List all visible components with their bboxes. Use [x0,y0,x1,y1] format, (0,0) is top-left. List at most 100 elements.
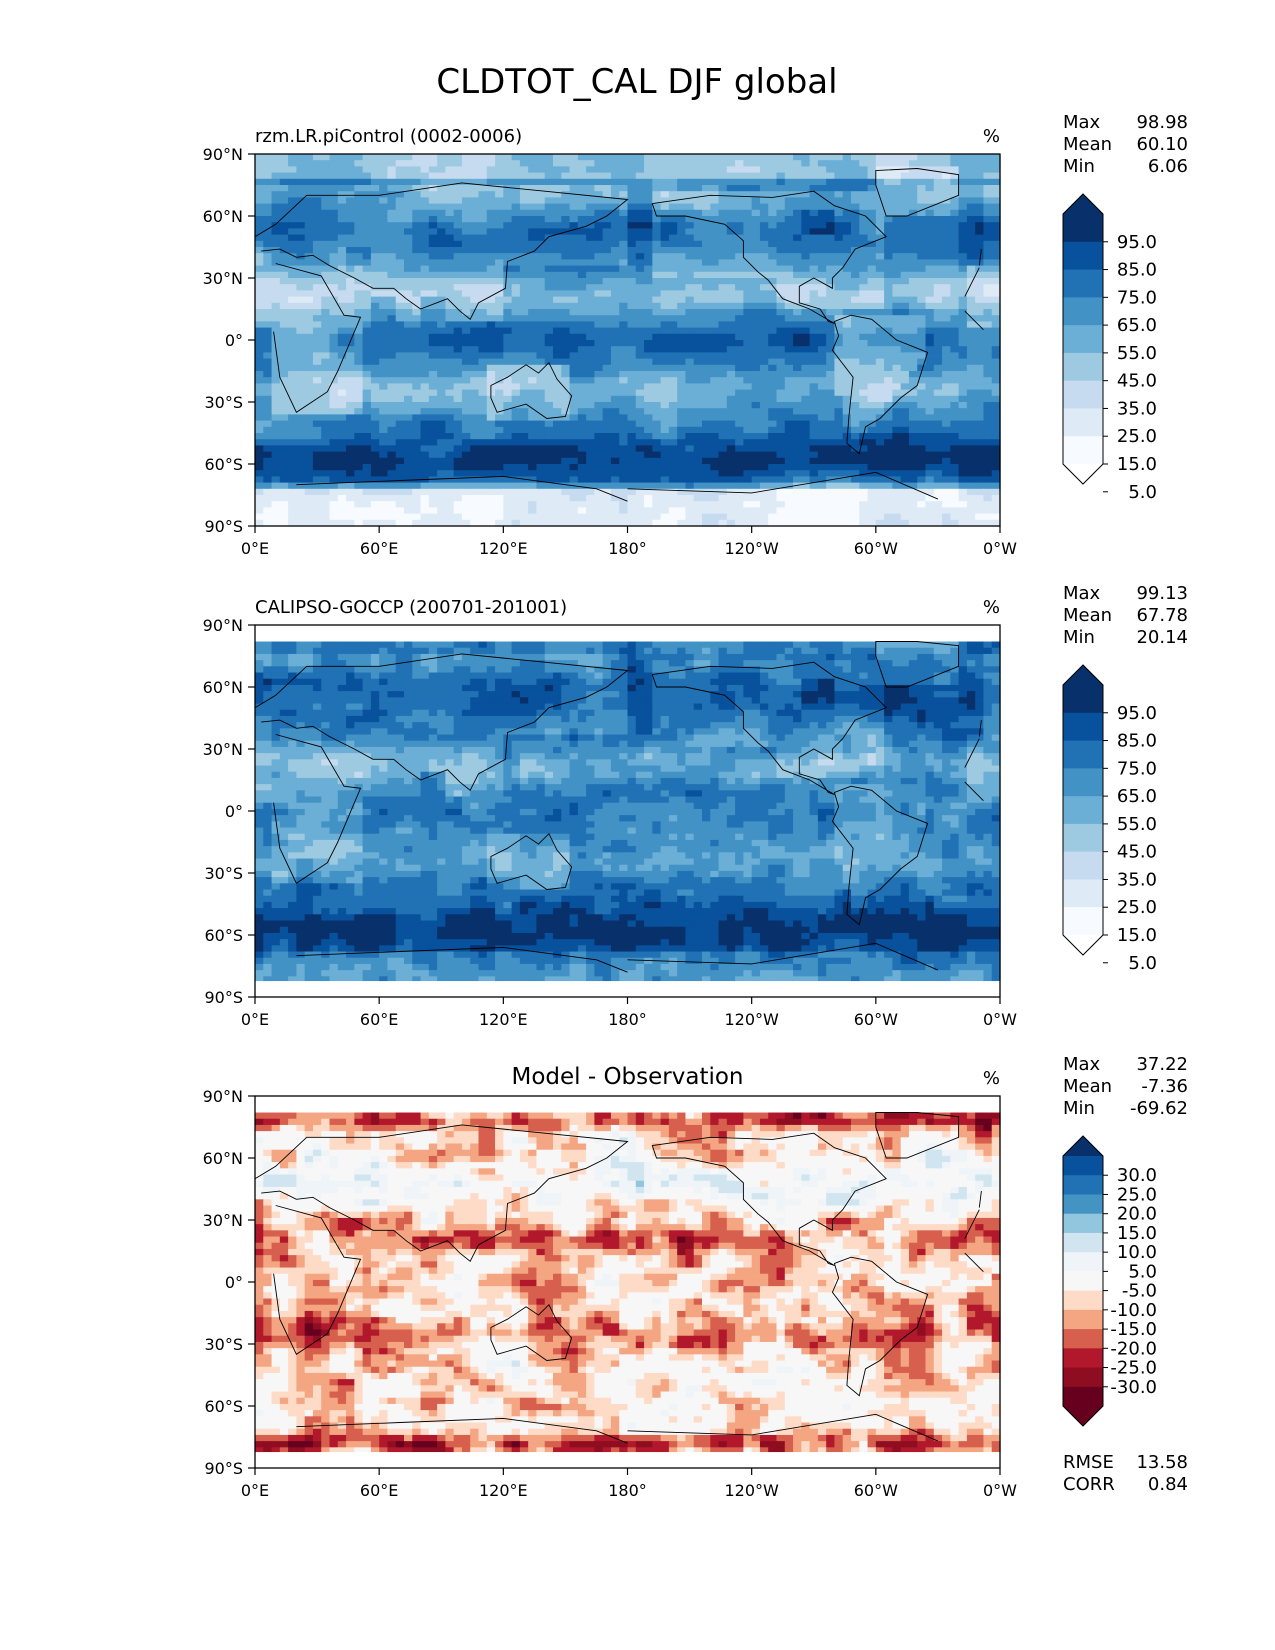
field-cell [420,470,430,477]
field-cell [668,358,678,366]
field-cell [346,383,355,391]
field-cell [801,426,811,434]
field-cell [966,228,976,236]
field-cell [627,160,637,167]
field-cell [511,166,521,174]
field-cell [304,160,314,167]
field-cell [304,340,314,347]
field-cell [884,333,893,341]
field-cell [652,488,662,496]
field-cell [743,408,753,415]
field-cell [288,222,297,229]
field-cell [793,271,802,279]
field-cell [652,240,662,248]
field-cell [892,197,902,205]
field-cell [685,228,695,236]
field-cell [776,228,786,236]
field-cell [577,284,587,291]
field-cell [983,321,993,329]
field-cell [569,495,579,502]
field-cell [337,302,347,310]
field-cell [900,253,910,260]
field-cell [958,321,968,329]
field-cell [503,228,513,236]
field-cell [917,253,927,260]
field-cell [735,358,744,366]
field-cell [867,457,877,465]
field-cell [991,309,1001,316]
field-cell [511,259,521,267]
field-cell [776,439,786,446]
field-cell [428,457,438,465]
field-cell [702,482,711,490]
field-cell [495,395,504,403]
field-cell [362,166,372,174]
field-cell [445,488,455,496]
field-cell [975,383,985,391]
field-cell [395,160,405,167]
field-cell [660,302,670,310]
field-cell [321,451,331,459]
field-cell [362,445,372,453]
field-cell [453,265,463,273]
field-cell [644,265,653,273]
field-cell [966,278,976,285]
field-cell [900,327,910,335]
field-cell [958,216,968,223]
field-cell [288,240,297,248]
field-cell [908,327,918,335]
field-cell [263,197,273,205]
field-cell [354,253,364,260]
field-cell [784,340,794,347]
field-cell [379,228,389,236]
field-cell [354,426,364,434]
field-cell [950,321,960,329]
field-cell [817,433,827,440]
field-cell [561,278,571,285]
field-cell [255,346,264,353]
field-cell [900,395,910,403]
field-cell [594,352,604,360]
field-cell [412,228,422,236]
field-cell [404,247,413,254]
field-cell [991,488,1001,496]
field-cell [726,426,736,434]
field-cell [470,464,480,471]
field-cell [817,166,827,174]
field-cell [726,259,736,267]
field-cell [610,302,620,310]
field-cell [917,154,927,161]
field-cell [577,209,587,217]
field-cell [933,265,943,273]
field-cell [577,309,587,316]
field-cell [577,321,587,329]
field-cell [743,253,753,260]
field-cell [428,209,438,217]
field-cell [329,476,339,484]
field-cell [486,302,496,310]
field-cell [553,488,562,496]
field-cell [503,203,513,211]
field-cell [677,445,687,453]
field-cell [255,327,264,335]
field-cell [395,191,405,198]
field-cell [958,358,968,366]
field-cell [801,439,811,446]
field-cell [768,271,778,279]
field-cell [412,352,422,360]
field-cell [586,395,595,403]
field-cell [279,166,289,174]
field-cell [370,296,380,304]
field-cell [892,253,902,260]
field-cell [321,482,331,490]
field-cell [528,315,538,322]
field-cell [486,439,496,446]
field-cell [751,371,761,378]
field-cell [379,284,389,291]
field-cell [337,470,347,477]
field-cell [445,352,455,360]
field-cell [263,408,273,415]
field-cell [702,451,711,459]
field-cell [370,364,380,372]
field-cell [321,222,331,229]
